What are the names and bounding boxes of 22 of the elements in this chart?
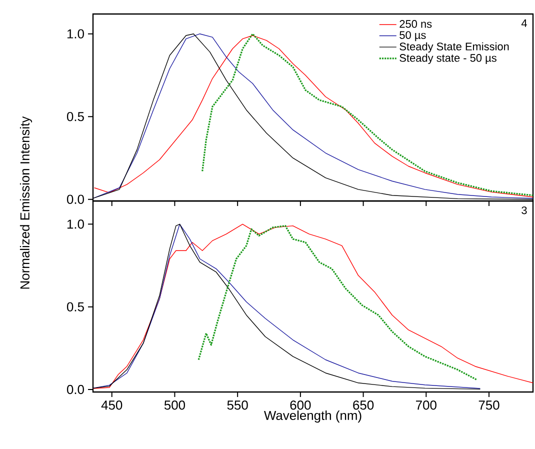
legend-label: Steady state - 50 µs [400, 54, 496, 64]
y-tick-label: 0.5 [66, 302, 84, 312]
legend-label: Steady State Emission [400, 42, 509, 53]
x-tick-label: 700 [416, 400, 436, 410]
legend-label: 250 ns [400, 20, 432, 28]
y-tick-label: 0.0 [66, 384, 84, 394]
annotation: 3 [522, 206, 527, 214]
y-tick-label: 0.0 [66, 194, 84, 204]
y-tick-label: 0.5 [66, 112, 84, 122]
y-tick-label: 1.0 [67, 220, 84, 229]
x-tick-label: 750 [478, 400, 500, 410]
annotation: 4 [521, 19, 527, 27]
x-tick-label: 550 [227, 400, 248, 410]
y-tick-label: 1.0 [67, 29, 84, 38]
x-tick-label: 500 [164, 400, 186, 410]
x-axis-title: Wavelength (nm) [264, 410, 362, 423]
x-tick-label: 600 [290, 400, 311, 410]
legend-label: 50 µs [400, 31, 426, 42]
x-tick-label: 450 [101, 400, 122, 410]
x-tick-label: 650 [353, 400, 374, 410]
y-axis-title: Normalized Emission Intensity [20, 116, 32, 289]
line-series [198, 225, 478, 380]
